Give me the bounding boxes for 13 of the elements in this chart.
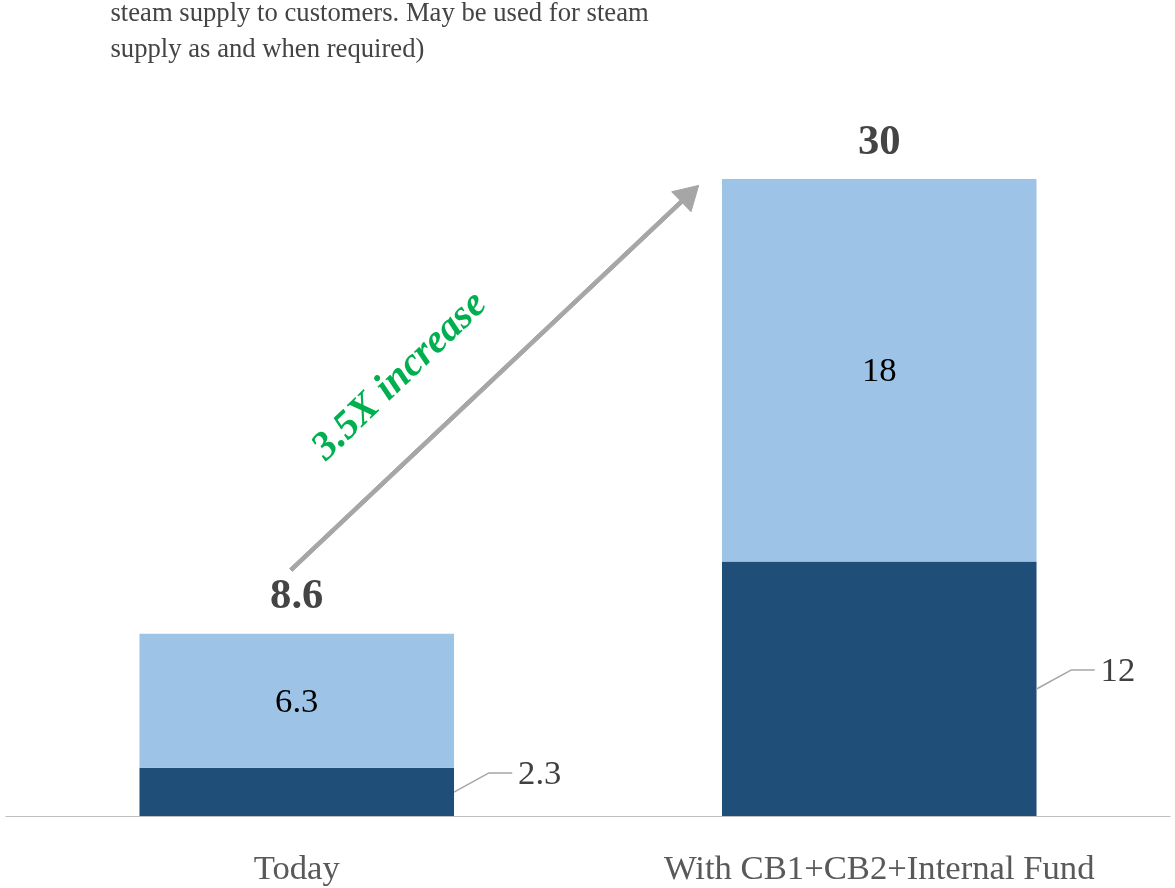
bar: [139, 767, 455, 817]
data-label: 6.3: [275, 680, 319, 719]
x-tick-label: Today: [253, 847, 341, 886]
bar: [139, 633, 455, 768]
data-label: 12: [1100, 649, 1136, 688]
total-label: 30: [857, 115, 901, 163]
total-label: 8.6: [270, 570, 324, 618]
text: steam supply to customers. May be used for steam supply as and when required): [110, 0, 649, 63]
bar: [721, 179, 1037, 562]
x-tick-label: With CB1+CB2+Internal Fund: [664, 847, 1095, 886]
data-label: 2.3: [518, 752, 562, 791]
bar: [721, 561, 1037, 817]
data-label: 18: [861, 350, 897, 389]
